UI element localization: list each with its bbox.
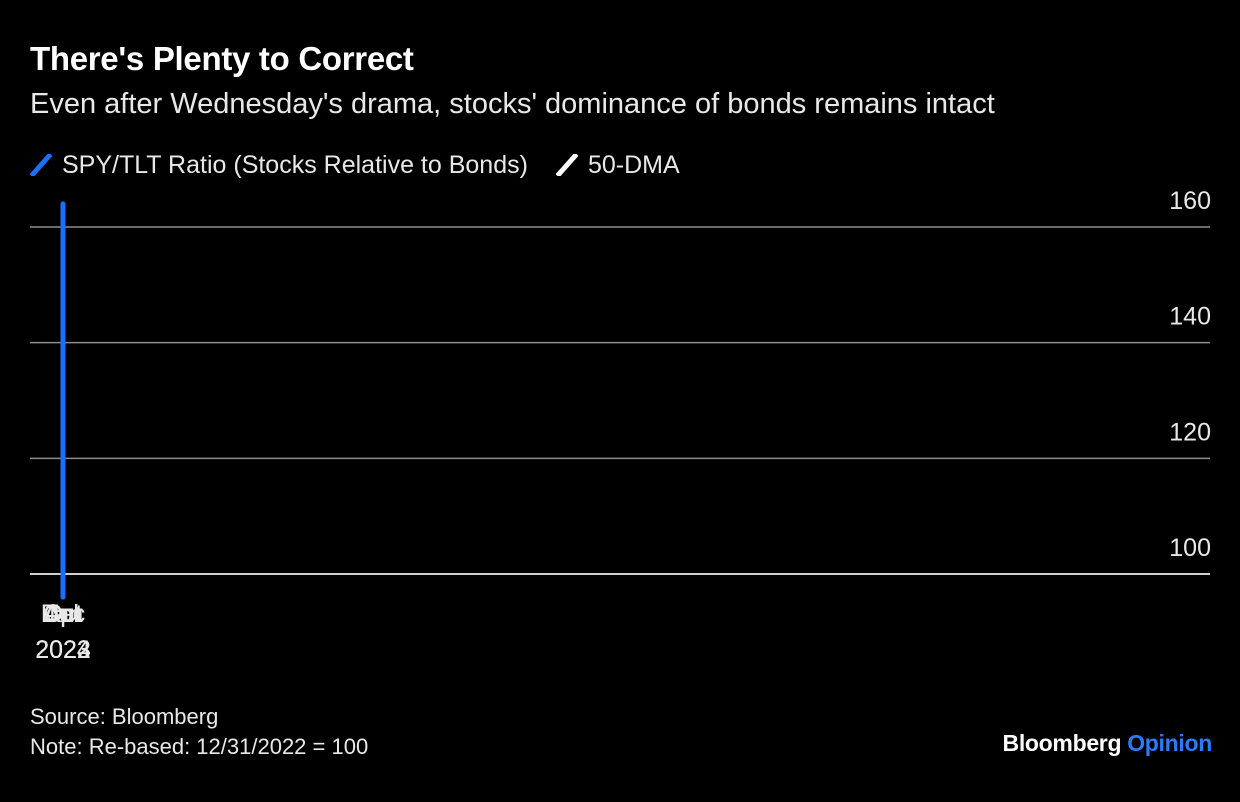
- x-tick-label-1: Apr: [44, 600, 83, 628]
- rebase-note: Note: Re-based: 12/31/2022 = 100: [30, 734, 369, 759]
- legend-swatch-dma: [555, 154, 578, 176]
- y-tick-label-160: 160: [1169, 187, 1211, 215]
- x-tick-label-5: Apr: [44, 600, 83, 628]
- legend-item-spy-tlt: SPY/TLT Ratio (Stocks Relative to Bonds): [30, 151, 528, 180]
- chart-title: There's Plenty to Correct: [30, 40, 414, 77]
- legend-item-dma: 50-DMA: [555, 150, 680, 180]
- legend-swatch-spy-tlt: [30, 154, 52, 176]
- chart-subtitle: Even after Wednesday's drama, stocks' do…: [30, 88, 995, 120]
- brand-name: Bloomberg: [1002, 730, 1122, 756]
- source-note: Source: Bloomberg: [30, 704, 219, 729]
- x-tick-label-2: Jul: [47, 600, 79, 628]
- x-tick-year-0: 2022: [35, 636, 91, 664]
- x-tick-label-3: Oct: [44, 600, 83, 628]
- legend-label-dma: 50-DMA: [587, 150, 680, 179]
- y-tick-label-100: 100: [1169, 534, 1211, 562]
- y-tick-label-120: 120: [1169, 418, 1211, 446]
- x-tick-year-4: 2024: [35, 636, 91, 664]
- legend-label-spy-tlt: SPY/TLT Ratio (Stocks Relative to Bonds): [62, 150, 528, 179]
- x-tick-label-6: Jul: [47, 600, 79, 628]
- brand-logo: Bloomberg Opinion: [1002, 730, 1213, 757]
- x-tick-label-7: Oct: [44, 600, 83, 628]
- x-tick-label-4: Jan: [43, 600, 83, 628]
- y-tick-label-140: 140: [1169, 303, 1211, 331]
- x-tick-label-0: Dec: [41, 600, 85, 628]
- x-tick-year-1: 2023: [35, 636, 91, 664]
- chart-legend: SPY/TLT Ratio (Stocks Relative to Bonds)…: [30, 148, 708, 182]
- brand-suffix: Opinion: [1127, 730, 1212, 756]
